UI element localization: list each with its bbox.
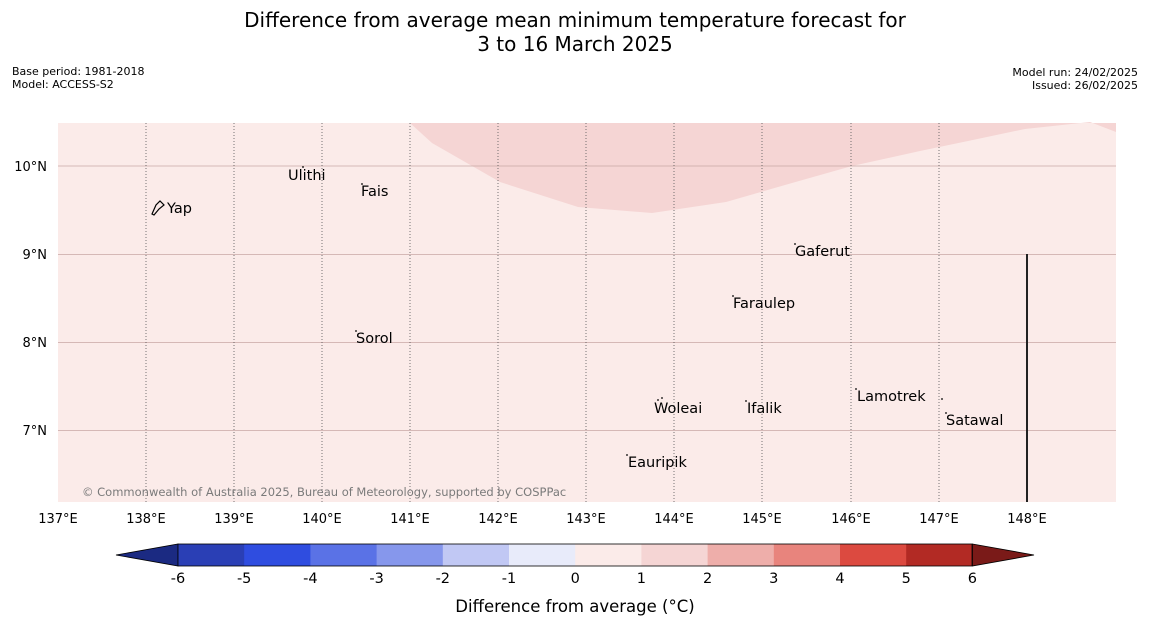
anomaly-region	[410, 122, 1116, 213]
base-period-text: Base period: 1981-2018	[12, 65, 145, 78]
place-label-fais: Fais	[361, 184, 388, 200]
copyright-text: © Commonwealth of Australia 2025, Bureau…	[82, 485, 566, 499]
lon-label-141e: 141°E	[390, 512, 430, 527]
model-run-text: Model run: 24/02/2025	[1012, 66, 1138, 79]
lat-label-9n: 9°N	[23, 248, 48, 263]
colorbar-tick-label: 0	[571, 571, 580, 587]
place-label-ifalik: Ifalik	[747, 401, 782, 417]
title-line-2: 3 to 16 March 2025	[477, 32, 673, 56]
place-label-woleai: Woleai	[654, 401, 702, 417]
lon-label-139e: 139°E	[214, 512, 254, 527]
colorbar-tick-label: -6	[171, 571, 185, 587]
colorbar-tick-label: 5	[902, 571, 911, 587]
colorbar-extend-high	[972, 543, 1035, 567]
colorbar-segment	[244, 544, 311, 566]
place-label-yap: Yap	[166, 201, 192, 217]
place-label-faraulep: Faraulep	[733, 296, 795, 312]
island-satawal	[945, 412, 947, 414]
colorbar-segment	[575, 544, 642, 566]
lat-axis: 10°N 9°N 8°N 7°N	[14, 160, 47, 439]
map-area: Yap Ulithi Fais Gaferut Faraulep Sorol L…	[58, 122, 1116, 502]
island-ifalik	[745, 400, 747, 402]
colorbar-segment	[707, 544, 775, 566]
colorbar: -6 -5 -4 -3 -2 -1 0 1 2 3 4 5 6 Difference from aver…	[115, 543, 1035, 616]
issued-text: Issued: 26/02/2025	[1031, 79, 1138, 92]
colorbar-frame	[177, 543, 973, 567]
lat-label-7n: 7°N	[23, 424, 48, 439]
lon-label-146e: 146°E	[831, 512, 871, 527]
island-faraulep	[732, 295, 734, 297]
lat-label-10n: 10°N	[14, 160, 47, 175]
lat-label-8n: 8°N	[23, 336, 48, 351]
colorbar-tick-label: -3	[369, 571, 383, 587]
place-label-sorol: Sorol	[356, 331, 393, 347]
lon-label-147e: 147°E	[919, 512, 959, 527]
lat-gridlines	[58, 165, 1116, 431]
island-yap	[151, 200, 165, 216]
colorbar-label: Difference from average (°C)	[455, 597, 694, 616]
place-label-satawal: Satawal	[946, 413, 1003, 429]
lon-label-142e: 142°E	[478, 512, 518, 527]
island-fais	[361, 183, 363, 185]
meta-left: Base period: 1981-2018 Model: ACCESS-S2	[12, 65, 144, 91]
colorbar-tick-label: -1	[502, 571, 516, 587]
colorbar-segment	[509, 544, 576, 566]
colorbar-tick-label: -4	[303, 571, 317, 587]
lon-label-137e: 137°E	[38, 512, 78, 527]
colorbar-tick-label: -5	[237, 571, 251, 587]
title-line-1: Difference from average mean minimum tem…	[244, 8, 906, 32]
colorbar-ticks: -6 -5 -4 -3 -2 -1 0 1 2 3 4 5 6	[171, 571, 977, 587]
place-label-lamotrek: Lamotrek	[857, 389, 926, 405]
colorbar-segment	[840, 544, 907, 566]
colorbar-segment	[442, 544, 510, 566]
colorbar-tick-label: 2	[703, 571, 712, 587]
colorbar-segment	[641, 544, 709, 566]
colorbar-extend-low	[115, 543, 179, 567]
model-text: Model: ACCESS-S2	[12, 78, 114, 91]
island-eauripik	[626, 454, 628, 456]
colorbar-segment	[773, 544, 841, 566]
chart-title: Difference from average mean minimum tem…	[0, 8, 1150, 56]
island-woleai-a	[657, 399, 659, 401]
colorbar-segment	[376, 544, 444, 566]
lon-label-144e: 144°E	[654, 512, 694, 527]
island-gaferut	[794, 243, 796, 245]
island-sorol	[355, 330, 357, 332]
colorbar-tick-label: 3	[769, 571, 778, 587]
place-label-eauripik: Eauripik	[628, 455, 687, 471]
lon-label-143e: 143°E	[566, 512, 606, 527]
place-label-ulithi: Ulithi	[288, 168, 326, 184]
colorbar-tick-label: 6	[968, 571, 977, 587]
island-marks	[151, 166, 947, 456]
colorbar-segments	[115, 543, 1035, 567]
colorbar-segment	[906, 544, 973, 566]
lon-label-140e: 140°E	[302, 512, 342, 527]
colorbar-tick-label: -2	[436, 571, 450, 587]
colorbar-tick-label: 4	[835, 571, 844, 587]
colorbar-tick-label: 1	[637, 571, 646, 587]
island-ulithi	[302, 166, 304, 168]
lon-axis: 137°E 138°E 139°E 140°E 141°E 142°E 143°…	[38, 512, 1047, 527]
colorbar-segment	[178, 544, 245, 566]
lon-label-138e: 138°E	[126, 512, 166, 527]
island-woleai-b	[661, 397, 663, 399]
meta-right: Model run: 24/02/2025 Issued: 26/02/2025	[1012, 66, 1138, 92]
island-lamotrek	[855, 388, 857, 390]
lon-label-145e: 145°E	[742, 512, 782, 527]
lon-label-148e: 148°E	[1007, 512, 1047, 527]
place-label-gaferut: Gaferut	[795, 244, 850, 260]
colorbar-segment	[310, 544, 378, 566]
lon-gridlines	[145, 123, 940, 502]
island-satawal-east	[941, 398, 943, 400]
